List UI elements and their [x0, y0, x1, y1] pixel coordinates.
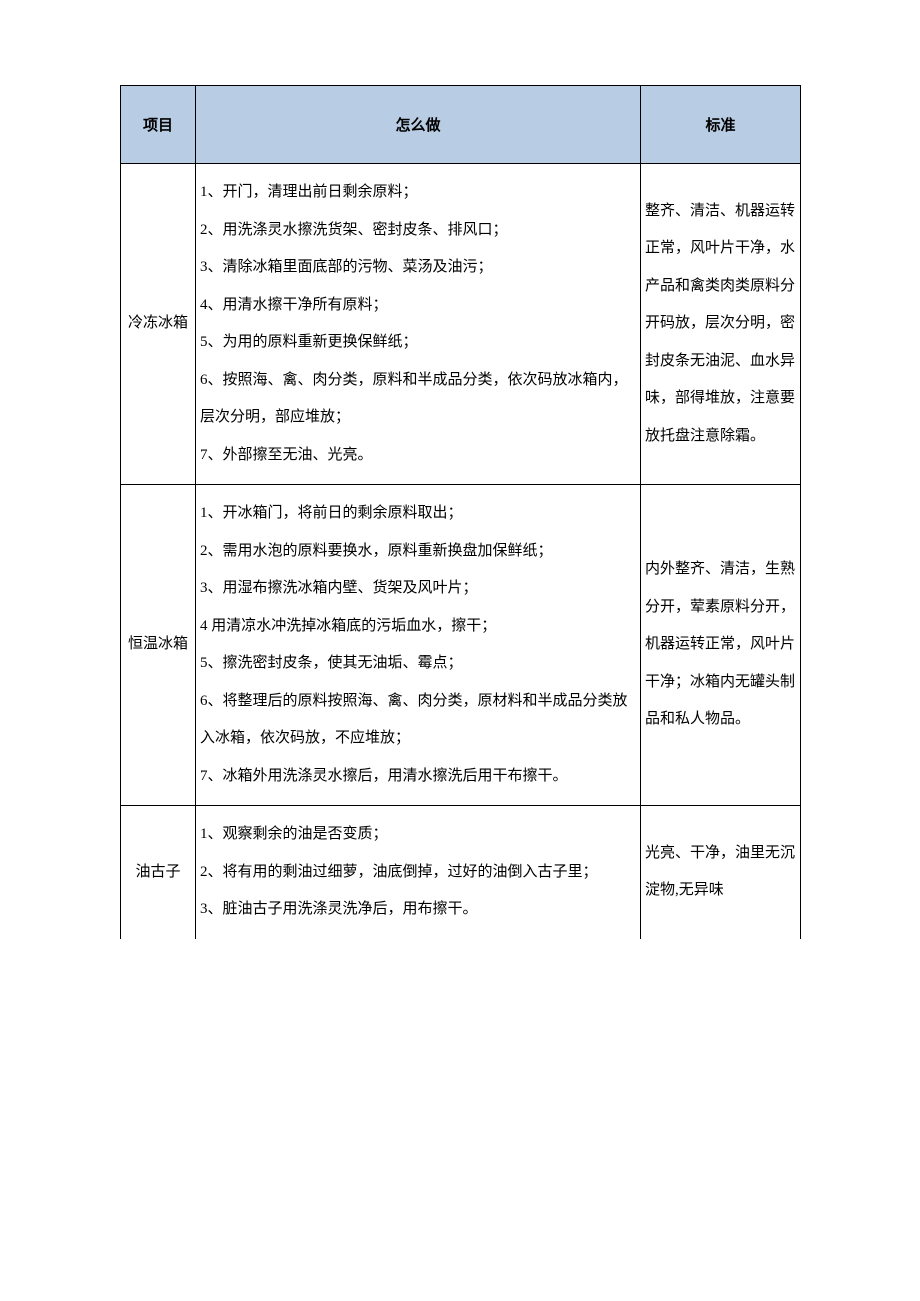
- cell-how-0: 1、开门，清理出前日剩余原料；2、用洗涤灵水擦洗货架、密封皮条、排风口；3、清除…: [196, 164, 641, 485]
- header-standard: 标准: [641, 86, 801, 164]
- procedure-table: 项目 怎么做 标准 冷冻冰箱 1、开门，清理出前日剩余原料；2、用洗涤灵水擦洗货…: [120, 85, 801, 939]
- cell-item-2: 油古子: [121, 806, 196, 939]
- table-row: 冷冻冰箱 1、开门，清理出前日剩余原料；2、用洗涤灵水擦洗货架、密封皮条、排风口…: [121, 164, 801, 485]
- cell-standard-1: 内外整齐、清洁，生熟分开，荤素原料分开，机器运转正常，风叶片干净；冰箱内无罐头制…: [641, 485, 801, 806]
- cell-item-0: 冷冻冰箱: [121, 164, 196, 485]
- cell-how-2: 1、观察剩余的油是否变质；2、将有用的剩油过细萝，油底倒掉，过好的油倒入古子里；…: [196, 806, 641, 939]
- header-row: 项目 怎么做 标准: [121, 86, 801, 164]
- cell-item-1: 恒温冰箱: [121, 485, 196, 806]
- header-item: 项目: [121, 86, 196, 164]
- header-how: 怎么做: [196, 86, 641, 164]
- table-row: 恒温冰箱 1、开冰箱门，将前日的剩余原料取出；2、需用水泡的原料要换水，原料重新…: [121, 485, 801, 806]
- cell-how-1: 1、开冰箱门，将前日的剩余原料取出；2、需用水泡的原料要换水，原料重新换盘加保鲜…: [196, 485, 641, 806]
- table-row: 油古子 1、观察剩余的油是否变质；2、将有用的剩油过细萝，油底倒掉，过好的油倒入…: [121, 806, 801, 939]
- cell-standard-2: 光亮、干净，油里无沉淀物,无异味: [641, 806, 801, 939]
- cell-standard-0: 整齐、清洁、机器运转正常，风叶片干净，水产品和禽类肉类原料分开码放，层次分明，密…: [641, 164, 801, 485]
